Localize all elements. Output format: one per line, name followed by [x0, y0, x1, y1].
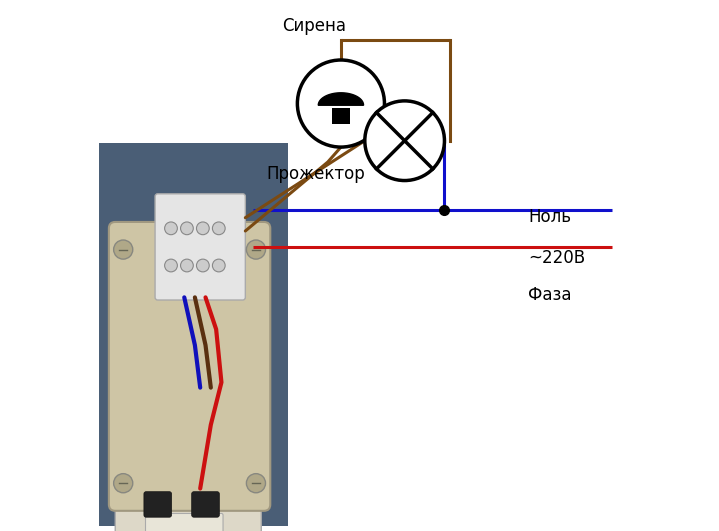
Circle shape [196, 222, 209, 235]
Circle shape [180, 222, 193, 235]
FancyBboxPatch shape [109, 222, 270, 511]
Circle shape [180, 259, 193, 272]
Text: ~220В: ~220В [528, 249, 585, 267]
FancyBboxPatch shape [145, 513, 223, 531]
FancyBboxPatch shape [155, 194, 245, 300]
Circle shape [298, 60, 385, 147]
Text: Прожектор: Прожектор [267, 165, 365, 183]
Circle shape [212, 222, 225, 235]
Circle shape [212, 259, 225, 272]
Polygon shape [319, 93, 364, 105]
Text: Сирена: Сирена [283, 16, 347, 35]
Text: Ноль: Ноль [528, 208, 572, 226]
FancyBboxPatch shape [99, 143, 288, 526]
FancyBboxPatch shape [115, 494, 261, 531]
Circle shape [165, 222, 178, 235]
Circle shape [114, 240, 133, 259]
Circle shape [114, 474, 133, 493]
Circle shape [365, 101, 444, 181]
Text: Фаза: Фаза [528, 286, 572, 304]
Circle shape [196, 259, 209, 272]
Bar [331, 108, 350, 124]
Circle shape [247, 474, 265, 493]
FancyBboxPatch shape [144, 492, 172, 517]
Circle shape [247, 240, 265, 259]
Circle shape [165, 259, 178, 272]
FancyBboxPatch shape [192, 492, 219, 517]
